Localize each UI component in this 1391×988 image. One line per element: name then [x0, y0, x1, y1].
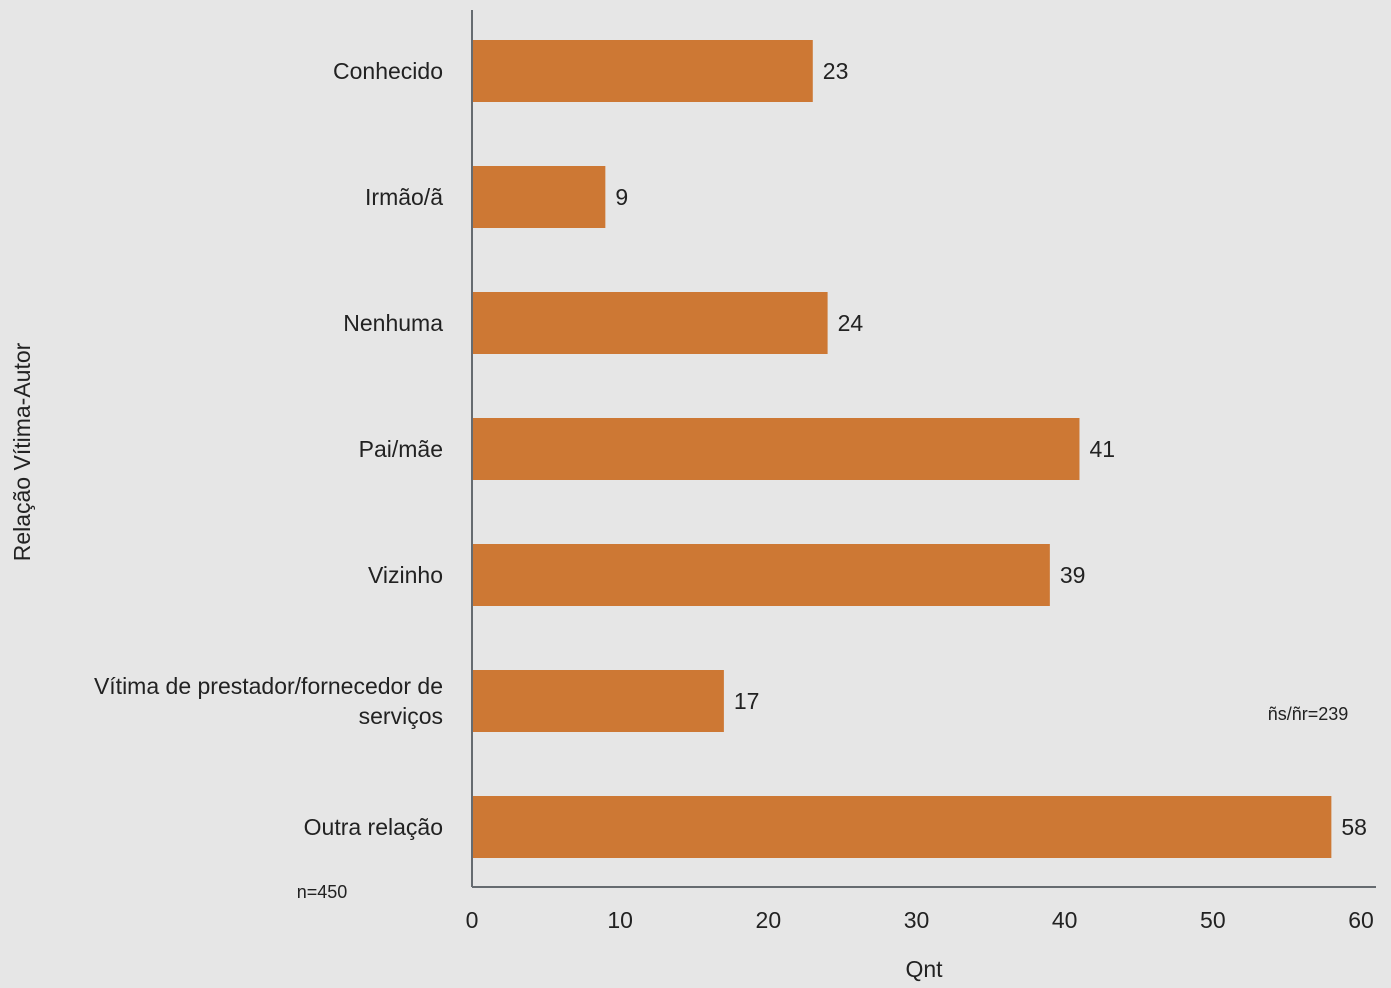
category-label: Vítima de prestador/fornecedor de: [94, 673, 443, 699]
x-tick-label: 40: [1052, 907, 1078, 933]
bar-value-label: 23: [823, 58, 849, 84]
category-label: Irmão/ã: [365, 184, 443, 210]
sample-size-note: n=450: [297, 882, 348, 902]
category-label: Nenhuma: [343, 310, 443, 336]
bar-value-label: 41: [1089, 436, 1115, 462]
category-label: serviços: [359, 703, 443, 729]
category-label: Conhecido: [333, 58, 443, 84]
bar: [473, 292, 828, 354]
no-response-note: ñs/ñr=239: [1268, 704, 1349, 724]
bar: [473, 418, 1080, 480]
axes: [471, 10, 1376, 888]
bar: [473, 544, 1050, 606]
x-axis-title: Qnt: [905, 956, 943, 982]
labels: 0 10 20 30 40 50 60 23 Conhecido 9 Irmão/ã 24 Nenhum…: [94, 58, 1374, 933]
y-axis-title: Relação Vítima-Autor: [9, 342, 35, 561]
bar-value-label: 9: [615, 184, 628, 210]
bars: [473, 40, 1332, 858]
x-tick-label: 0: [466, 907, 479, 933]
x-tick-label: 50: [1200, 907, 1226, 933]
bar-value-label: 39: [1060, 562, 1086, 588]
bar: [473, 670, 724, 732]
bar: [473, 166, 606, 228]
bar: [473, 40, 813, 102]
category-label: Outra relação: [304, 814, 443, 840]
category-label: Vizinho: [368, 562, 443, 588]
x-tick-label: 30: [904, 907, 930, 933]
bar-value-label: 24: [838, 310, 864, 336]
category-label: Pai/mãe: [359, 436, 443, 462]
bar: [473, 796, 1332, 858]
bar-value-label: 58: [1341, 814, 1367, 840]
x-tick-label: 20: [756, 907, 782, 933]
bar-value-label: 17: [734, 688, 760, 714]
x-tick-label: 60: [1348, 907, 1374, 933]
x-tick-label: 10: [607, 907, 633, 933]
